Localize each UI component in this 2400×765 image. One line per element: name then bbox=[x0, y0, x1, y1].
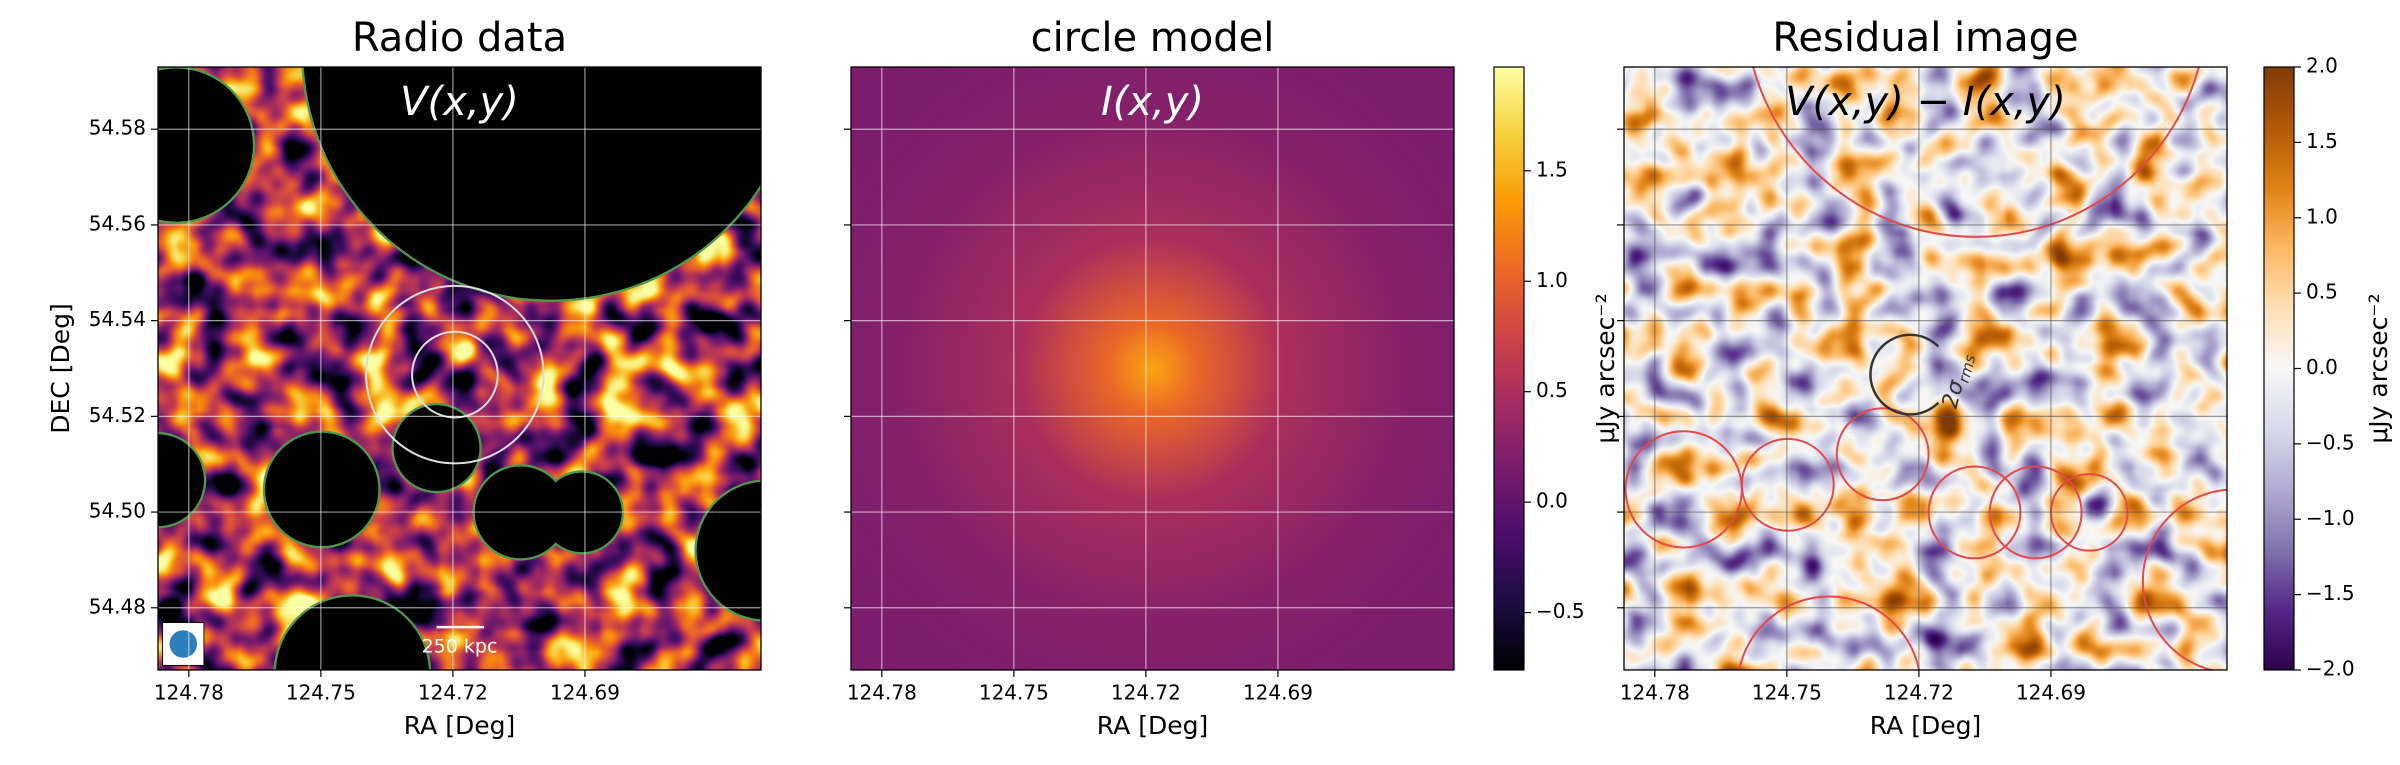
x-axis-label: RA [Deg] bbox=[1870, 711, 1981, 740]
contour bbox=[2141, 488, 2227, 670]
colorbar-tick-label: −0.5 bbox=[1536, 599, 1585, 623]
mask bbox=[275, 596, 429, 670]
mask bbox=[696, 481, 761, 620]
y-tick-label: 54.58 bbox=[89, 116, 146, 140]
x-tick-label: 124.69 bbox=[1243, 681, 1313, 705]
y-axis-label: DEC [Deg] bbox=[46, 303, 75, 433]
contour bbox=[1624, 430, 1743, 549]
panel: 250 kpc V(x,y) bbox=[158, 67, 761, 670]
x-tick-label: 124.69 bbox=[550, 681, 620, 705]
image bbox=[851, 67, 1454, 670]
annotation: V(x,y) bbox=[400, 79, 519, 125]
colorbar-tick-label: −2.0 bbox=[2306, 657, 2355, 681]
x-tick-label: 124.72 bbox=[1884, 681, 1954, 705]
panel: I(x,y) bbox=[851, 67, 1454, 670]
colorbar-tick-label: −0.5 bbox=[2306, 430, 2355, 454]
x-tick-label: 124.75 bbox=[1752, 681, 1822, 705]
panel-title: Radio data bbox=[352, 15, 567, 61]
scale-bar-label: 250 kpc bbox=[422, 636, 498, 658]
colorbar-label: μJy arcsec⁻² bbox=[2364, 293, 2393, 443]
mask bbox=[393, 405, 480, 491]
x-tick-label: 124.78 bbox=[1620, 681, 1690, 705]
y-tick-label: 54.52 bbox=[89, 403, 146, 427]
colorbar-tick-label: 0.0 bbox=[2306, 355, 2338, 379]
colorbar-tick-label: −1.5 bbox=[2306, 581, 2355, 605]
contour bbox=[1835, 407, 1930, 502]
y-tick-label: 54.48 bbox=[89, 594, 146, 618]
panel-content bbox=[851, 67, 1454, 670]
panel-title: circle model bbox=[1031, 15, 1275, 61]
contour bbox=[1752, 67, 2200, 238]
sigma-arc bbox=[1869, 333, 1940, 416]
y-tick-label: 54.56 bbox=[89, 211, 146, 235]
x-axis-label: RA [Deg] bbox=[404, 711, 515, 740]
mask bbox=[280, 440, 364, 524]
panel-content bbox=[158, 67, 761, 670]
colorbar-tick-label: 0.5 bbox=[2306, 280, 2338, 304]
x-axis-label: RA [Deg] bbox=[1097, 711, 1208, 740]
y-tick-label: 54.54 bbox=[89, 307, 146, 331]
x-tick-label: 124.78 bbox=[154, 681, 224, 705]
x-tick-label: 124.75 bbox=[979, 681, 1049, 705]
panel-title: Residual image bbox=[1772, 15, 2078, 61]
colorbar-tick-label: 1.5 bbox=[1536, 157, 1568, 181]
colorbar-tick-label: 1.0 bbox=[1536, 268, 1568, 292]
aperture bbox=[365, 284, 545, 465]
mask bbox=[158, 68, 253, 222]
colorbar-tick-label: −1.0 bbox=[2306, 506, 2355, 530]
x-tick-label: 124.72 bbox=[418, 681, 488, 705]
y-tick-label: 54.50 bbox=[89, 499, 146, 523]
x-tick-label: 124.72 bbox=[1111, 681, 1181, 705]
x-tick-label: 124.69 bbox=[2016, 681, 2086, 705]
colorbar bbox=[2263, 66, 2295, 671]
annotation: I(x,y) bbox=[1101, 79, 1204, 125]
mask bbox=[158, 434, 204, 527]
axes-frame bbox=[850, 66, 1455, 671]
axes-frame bbox=[157, 66, 762, 671]
colorbar-tick-label: 1.0 bbox=[2306, 204, 2338, 228]
colorbar-tick-label: 0.0 bbox=[1536, 489, 1568, 513]
colorbar-tick-label: 2.0 bbox=[2306, 54, 2338, 78]
contour bbox=[1738, 595, 1921, 670]
colorbar-label: μJy arcsec⁻² bbox=[1591, 293, 1620, 443]
beam bbox=[169, 630, 198, 658]
axes-frame bbox=[1623, 66, 2228, 671]
colorbar-tick-label: 1.5 bbox=[2306, 129, 2338, 153]
mask bbox=[303, 67, 761, 300]
annotation: V(x,y) − I(x,y) bbox=[1785, 79, 2066, 125]
panel-content bbox=[1624, 67, 2227, 670]
image bbox=[1624, 67, 2227, 670]
x-tick-label: 124.75 bbox=[286, 681, 356, 705]
x-tick-label: 124.78 bbox=[847, 681, 917, 705]
colorbar bbox=[1493, 66, 1525, 671]
aperture bbox=[411, 330, 499, 419]
colorbar-tick-label: 0.5 bbox=[1536, 378, 1568, 402]
